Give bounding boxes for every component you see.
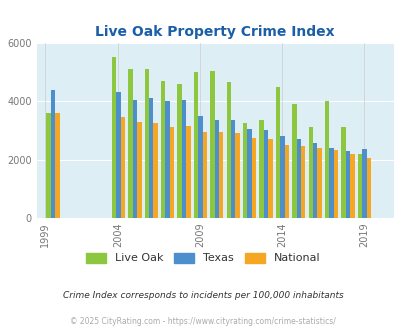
Bar <box>242 123 247 218</box>
Bar <box>202 132 207 218</box>
Bar <box>198 116 202 218</box>
Bar <box>268 139 272 218</box>
Bar <box>116 92 120 218</box>
Bar <box>247 129 251 218</box>
Bar <box>149 98 153 218</box>
Bar <box>259 120 263 218</box>
Bar <box>349 154 354 218</box>
Bar <box>279 136 284 218</box>
Bar <box>153 123 158 218</box>
Bar <box>357 154 361 218</box>
Bar <box>230 120 235 218</box>
Bar <box>111 57 116 218</box>
Bar <box>317 148 321 218</box>
Bar <box>186 126 190 218</box>
Text: Crime Index corresponds to incidents per 100,000 inhabitants: Crime Index corresponds to incidents per… <box>62 291 343 300</box>
Bar <box>308 127 312 218</box>
Bar <box>144 69 149 218</box>
Bar <box>324 101 328 218</box>
Bar <box>235 133 239 218</box>
Text: © 2025 CityRating.com - https://www.cityrating.com/crime-statistics/: © 2025 CityRating.com - https://www.city… <box>70 317 335 326</box>
Bar <box>51 89 55 218</box>
Bar <box>312 143 317 218</box>
Bar <box>361 149 366 218</box>
Bar <box>333 150 337 218</box>
Bar <box>137 121 141 218</box>
Bar <box>251 138 256 218</box>
Bar <box>300 147 305 218</box>
Bar <box>263 130 268 218</box>
Legend: Live Oak, Texas, National: Live Oak, Texas, National <box>85 253 320 263</box>
Bar <box>210 71 214 218</box>
Bar <box>165 101 169 218</box>
Bar <box>345 151 349 218</box>
Bar <box>46 113 51 218</box>
Bar <box>214 120 218 218</box>
Bar <box>218 132 223 218</box>
Bar <box>128 69 132 218</box>
Bar <box>275 86 279 218</box>
Bar <box>226 82 230 218</box>
Bar <box>181 100 186 218</box>
Bar <box>366 158 370 218</box>
Bar <box>284 145 288 218</box>
Bar <box>177 84 181 218</box>
Bar <box>120 117 125 218</box>
Bar <box>328 148 333 218</box>
Bar <box>55 113 60 218</box>
Bar <box>193 72 198 218</box>
Bar <box>296 139 300 218</box>
Bar <box>161 81 165 218</box>
Bar <box>341 127 345 218</box>
Title: Live Oak Property Crime Index: Live Oak Property Crime Index <box>95 25 334 39</box>
Bar <box>132 100 137 218</box>
Bar <box>169 127 174 218</box>
Bar <box>292 104 296 218</box>
